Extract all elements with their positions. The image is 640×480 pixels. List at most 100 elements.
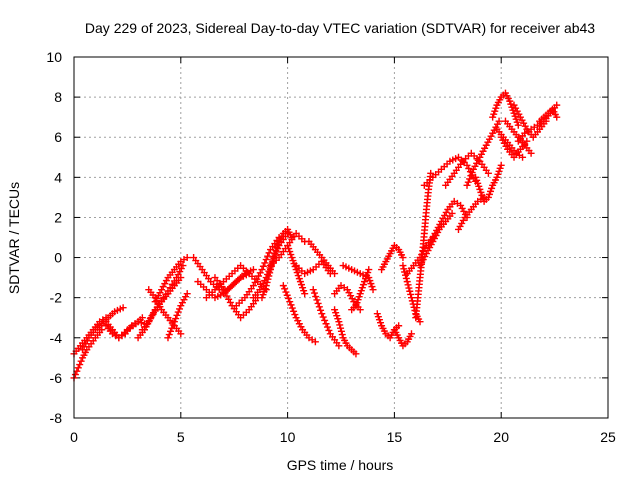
plus-marker (467, 172, 475, 180)
data-point (542, 117, 550, 125)
y-tick-label: -6 (50, 370, 63, 386)
series-arc-22 (305, 238, 339, 278)
y-tick-label: -2 (50, 290, 63, 306)
plus-marker (225, 295, 233, 303)
series-arc-24 (331, 306, 360, 358)
plus-marker (338, 331, 346, 339)
data-point (286, 298, 294, 306)
plus-marker (76, 361, 84, 369)
y-tick-label: 2 (54, 209, 62, 225)
plus-marker (337, 327, 345, 335)
plus-marker (284, 294, 292, 302)
data-point (335, 318, 343, 326)
plus-marker (336, 321, 344, 329)
plus-marker (165, 331, 173, 339)
x-axis-label: GPS time / hours (287, 457, 394, 473)
y-axis-label: SDTVAR / TECUs (6, 182, 22, 294)
data-point (399, 262, 407, 270)
plus-marker (404, 281, 412, 289)
series-arc-10 (164, 290, 191, 342)
plus-marker (325, 326, 333, 334)
data-point (177, 274, 185, 282)
data-point (448, 209, 456, 217)
plus-marker (290, 307, 298, 315)
plus-marker (337, 324, 345, 332)
data-point (98, 326, 106, 334)
data-point (74, 364, 82, 372)
plus-marker (174, 308, 182, 316)
plus-marker (77, 357, 85, 365)
plus-marker (321, 316, 329, 324)
data-point (399, 254, 407, 262)
x-tick-label: 5 (177, 429, 185, 445)
series-arc-40 (472, 161, 505, 205)
data-point (164, 334, 172, 342)
series-arc-44 (497, 133, 531, 161)
y-tick-label: 10 (46, 49, 62, 65)
plus-marker (265, 272, 273, 280)
plus-marker (466, 175, 474, 183)
axis-ticks: 0 5 10 15 20 25 -8 -6 -4 -2 0 2 4 6 8 10 (46, 49, 616, 445)
plus-marker (281, 285, 289, 293)
plus-marker (312, 293, 320, 301)
data-point (416, 318, 424, 326)
plus-marker (400, 265, 408, 273)
plus-marker (282, 288, 290, 296)
plus-marker (176, 305, 184, 313)
series-arc-33 (412, 169, 435, 322)
x-tick-label: 10 (280, 429, 296, 445)
plus-marker (465, 165, 473, 173)
plus-marker (71, 371, 79, 379)
plus-marker (226, 298, 234, 306)
plus-marker (464, 178, 472, 186)
x-tick-label: 20 (493, 429, 509, 445)
plus-marker (406, 287, 414, 295)
plus-marker (266, 269, 274, 277)
plus-marker (261, 259, 269, 267)
data-point (183, 290, 191, 298)
plus-marker (172, 315, 180, 323)
series-arc-34 (416, 209, 456, 270)
series-arc-19 (279, 282, 319, 346)
y-tick-label: 8 (54, 89, 62, 105)
data-point (249, 266, 257, 274)
data-point (258, 266, 266, 274)
plus-marker (407, 290, 415, 298)
series-arc-26 (339, 262, 377, 294)
plus-marker (173, 311, 181, 319)
data-point (427, 169, 435, 177)
data-point (403, 278, 411, 286)
series-arc-5 (102, 314, 146, 342)
data-point (527, 149, 535, 157)
series-arc-3 (79, 304, 127, 354)
data-point (170, 318, 178, 326)
data-point (183, 254, 191, 262)
plus-marker (468, 169, 476, 177)
plus-marker (405, 284, 413, 292)
plus-marker (256, 269, 264, 277)
y-tick-label: 6 (54, 129, 62, 145)
series-arc-47 (536, 105, 561, 125)
data-point (484, 169, 492, 177)
y-tick-label: -8 (50, 410, 63, 426)
plus-marker (262, 256, 270, 264)
data-point (177, 330, 185, 338)
plot-frame (73, 56, 609, 419)
data-point (395, 322, 403, 330)
data-point (138, 314, 146, 322)
series-arc-15 (232, 234, 283, 310)
plus-marker (288, 304, 296, 312)
data-point (407, 294, 415, 302)
series-arc-37 (442, 149, 492, 189)
series-arc-30 (390, 326, 415, 350)
y-tick-label: 4 (54, 169, 62, 185)
series-arc-18 (267, 229, 309, 270)
plus-marker (317, 306, 325, 314)
plus-marker (73, 367, 81, 375)
series-arc-20 (284, 242, 309, 298)
data-point (463, 181, 471, 189)
data-point (179, 262, 187, 270)
plus-marker (283, 291, 291, 299)
series-arc-41 (489, 89, 522, 129)
data-point (356, 306, 364, 314)
